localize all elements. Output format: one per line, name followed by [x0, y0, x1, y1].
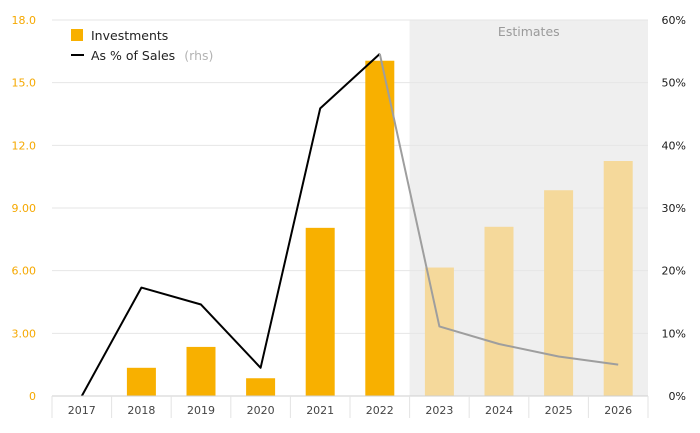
- y-right-tick-label: 20%: [662, 265, 686, 278]
- bar-investments-2022: [365, 60, 395, 396]
- legend-swatch-investments: [71, 29, 83, 41]
- bar-investments-2020: [246, 378, 276, 396]
- y-right-tick-label: 50%: [662, 77, 686, 90]
- legend-label-pct-sales: As % of Sales (rhs): [91, 45, 213, 64]
- y-right-tick-label: 30%: [662, 202, 686, 215]
- x-tick-label-2025: 2025: [545, 404, 573, 417]
- bar-investments-2024: [484, 226, 514, 396]
- y-left-tick-label: 6.00: [12, 265, 37, 278]
- x-tick-label-2022: 2022: [366, 404, 394, 417]
- estimates-label: Estimates: [498, 24, 560, 39]
- bar-investments-2023: [424, 267, 454, 396]
- bar-investments-2026: [603, 161, 633, 396]
- x-tick-label-2026: 2026: [604, 404, 632, 417]
- y-right-tick-label: 10%: [662, 327, 686, 340]
- y-left-tick-label: 18.0: [12, 14, 37, 27]
- x-tick-label-2019: 2019: [187, 404, 215, 417]
- x-tick-label-2020: 2020: [247, 404, 275, 417]
- y-left-tick-label: 3.00: [12, 327, 37, 340]
- x-tick-label-2017: 2017: [68, 404, 96, 417]
- bar-investments-2019: [186, 346, 216, 396]
- line-pct-sales-estimate: [378, 53, 619, 366]
- bar-investments-2018: [126, 367, 156, 396]
- line-pct-sales-actual: [80, 53, 381, 397]
- y-right-tick-label: 0%: [669, 390, 686, 403]
- bar-investments-2025: [544, 190, 574, 396]
- legend-label-pct-sales-name: As % of Sales: [91, 48, 175, 63]
- x-tick-label-2021: 2021: [306, 404, 334, 417]
- x-tick-label-2023: 2023: [425, 404, 453, 417]
- legend: Investments As % of Sales (rhs): [71, 28, 213, 64]
- y-left-tick-label: 9.00: [12, 202, 37, 215]
- y-left-tick-label: 15.0: [12, 77, 37, 90]
- y-left-tick-label: 12.0: [12, 139, 37, 152]
- bar-investments-2021: [305, 227, 335, 396]
- legend-label-investments: Investments: [91, 28, 168, 43]
- y-right-tick-label: 40%: [662, 139, 686, 152]
- legend-label-rhs: (rhs): [184, 48, 213, 63]
- x-tick-label-2024: 2024: [485, 404, 513, 417]
- y-right-tick-label: 60%: [662, 14, 686, 27]
- y-left-tick-label: 0: [29, 390, 36, 403]
- x-tick-label-2018: 2018: [127, 404, 155, 417]
